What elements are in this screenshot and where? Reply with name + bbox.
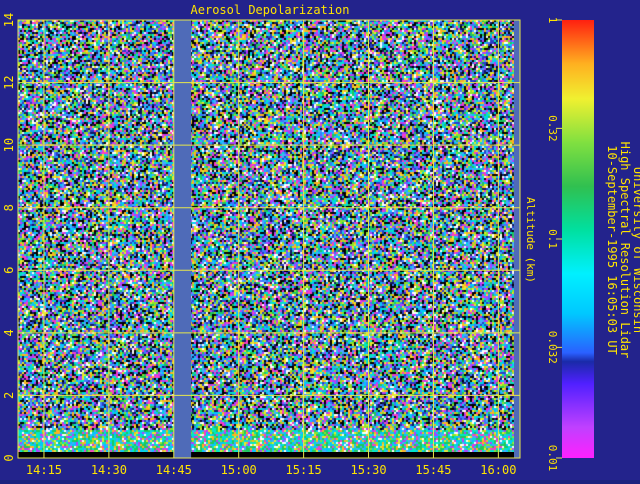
- x-tick-label: 14:15: [26, 463, 62, 477]
- colorbar-gradient: [562, 20, 594, 458]
- x-tick-label: 16:00: [480, 463, 516, 477]
- y-tick-label: 6: [2, 267, 16, 274]
- right-edge-band: [514, 20, 520, 458]
- colorbar-tick-label: 0.01: [546, 445, 559, 472]
- colorbar-tick-labels: 1 0.32 0.1 0.032 0.01: [546, 17, 562, 472]
- x-tick-label: 14:45: [156, 463, 192, 477]
- y-tick-label: 0: [2, 454, 16, 461]
- colorbar-tick-label: 1: [546, 17, 559, 24]
- data-gap-band: [173, 20, 192, 458]
- y-tick-label: 4: [2, 329, 16, 336]
- y-tick-label: 8: [2, 204, 16, 211]
- colorbar: [562, 20, 594, 458]
- y-tick-label: 10: [2, 138, 16, 152]
- x-tick-label: 15:00: [221, 463, 257, 477]
- depolarization-image: [18, 20, 520, 458]
- colorbar-tick-label: 0.32: [546, 115, 559, 142]
- colorbar-tick-label: 0.032: [546, 331, 559, 364]
- y-tick-label: 2: [2, 392, 16, 399]
- y-tick-label: 14: [2, 13, 16, 27]
- chart-title: Aerosol Depolarization: [191, 3, 350, 17]
- colorbar-tick-label: 0.1: [546, 229, 559, 249]
- x-tick-label: 15:15: [286, 463, 322, 477]
- y-tick-label: 12: [2, 75, 16, 89]
- x-tick-label: 15:30: [350, 463, 386, 477]
- caption-line: University of Wisconsin: [631, 167, 640, 333]
- ground-band: [18, 452, 514, 458]
- caption-line: 10-September-1995 16:05:03 UT: [605, 145, 619, 355]
- grid-lines: [17, 19, 521, 459]
- y-tick-labels: 0 2 4 6 8 10 12 14: [2, 13, 16, 462]
- depolarization-field: [18, 20, 520, 458]
- y-axis-label: Altitude (km): [524, 197, 537, 283]
- x-tick-label: 14:30: [91, 463, 127, 477]
- x-tick-labels: 14:15 14:30 14:45 15:00 15:15 15:30 15:45 16:00: [26, 463, 517, 477]
- x-tick-label: 15:45: [415, 463, 451, 477]
- caption-line: High Spectral Resolution Lidar: [618, 142, 632, 359]
